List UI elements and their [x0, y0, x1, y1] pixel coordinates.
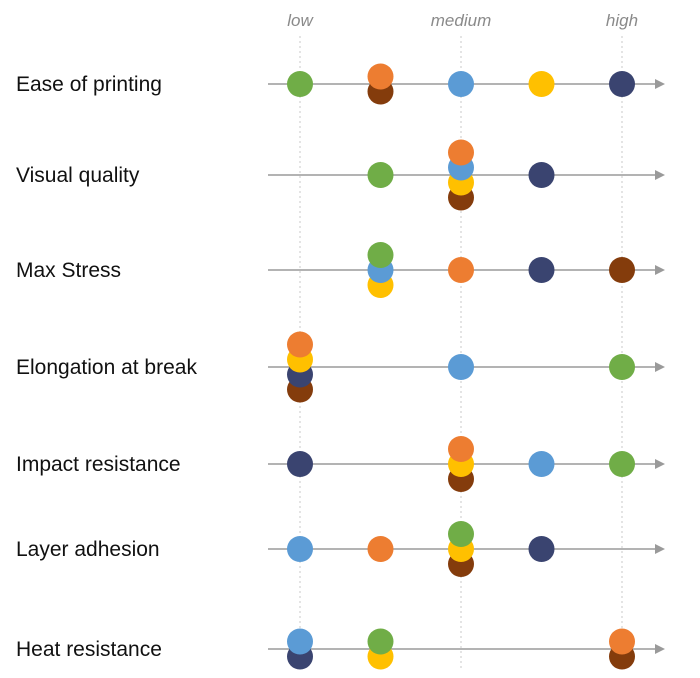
data-point — [448, 71, 474, 97]
data-point — [287, 451, 313, 477]
property-row: Ease of printing — [16, 63, 665, 105]
data-point — [287, 628, 313, 655]
data-point — [367, 628, 394, 655]
row-label: Layer adhesion — [16, 538, 160, 561]
data-point — [287, 331, 313, 358]
data-point — [609, 354, 635, 380]
row-axis-arrow — [655, 170, 665, 180]
data-point — [528, 536, 555, 562]
row-axis-arrow — [655, 79, 665, 89]
row-label: Heat resistance — [16, 638, 162, 661]
data-point — [609, 451, 635, 477]
row-label: Impact resistance — [16, 453, 181, 476]
data-point — [367, 536, 394, 562]
data-point — [609, 71, 635, 97]
data-point — [448, 521, 474, 547]
property-row: Heat resistance — [16, 628, 665, 670]
data-point — [528, 71, 555, 97]
data-point — [287, 536, 313, 562]
property-row: Elongation at break — [16, 331, 665, 403]
row-axis-arrow — [655, 544, 665, 554]
data-point — [448, 257, 474, 283]
property-row: Impact resistance — [16, 436, 665, 492]
data-point — [528, 257, 555, 283]
data-point — [367, 63, 394, 90]
data-point — [609, 628, 635, 655]
property-row: Max Stress — [16, 242, 665, 298]
data-point — [367, 162, 394, 188]
data-point — [528, 451, 555, 477]
data-point — [287, 71, 313, 97]
row-label: Visual quality — [16, 164, 140, 187]
row-label: Max Stress — [16, 259, 121, 282]
data-point — [367, 242, 394, 268]
row-axis-arrow — [655, 265, 665, 275]
data-point — [528, 162, 555, 188]
row-label: Ease of printing — [16, 73, 162, 96]
row-axis-arrow — [655, 459, 665, 469]
level-label-high: high — [606, 11, 638, 30]
data-point — [448, 436, 474, 462]
row-label: Elongation at break — [16, 356, 197, 379]
level-label-medium: medium — [431, 11, 491, 30]
level-label-low: low — [287, 11, 314, 30]
property-row: Layer adhesion — [16, 521, 665, 577]
row-axis-arrow — [655, 644, 665, 654]
property-row: Visual quality — [16, 139, 665, 211]
level-labels: low medium high — [287, 11, 638, 30]
data-point — [448, 139, 474, 166]
data-point — [609, 257, 635, 283]
property-rows: Ease of printing Visual quality Max Stress… — [16, 63, 665, 670]
row-axis-arrow — [655, 362, 665, 372]
data-point — [448, 354, 474, 380]
